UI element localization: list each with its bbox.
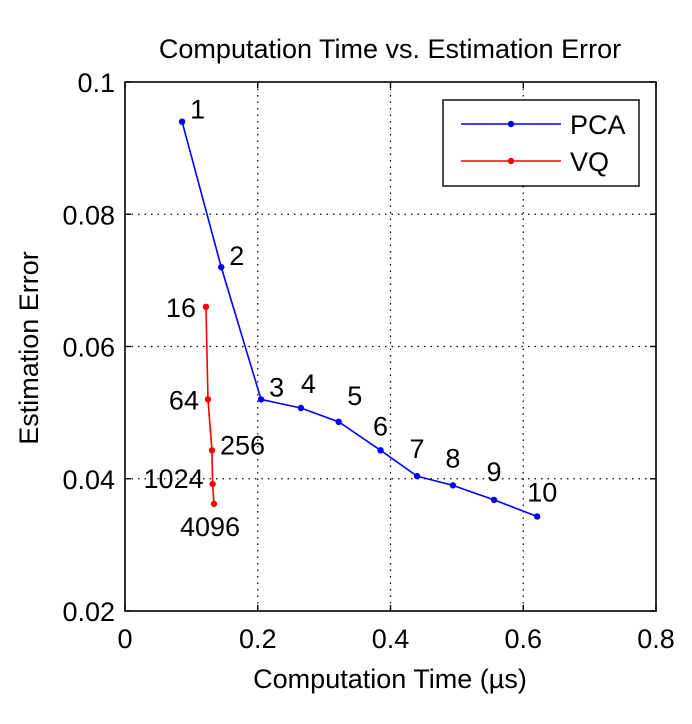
x-axis-label: Computation Time (µs) xyxy=(253,664,527,694)
data-point xyxy=(297,404,305,412)
chart-title: Computation Time vs. Estimation Error xyxy=(159,34,621,64)
legend: PCA VQ xyxy=(442,99,640,187)
data-point xyxy=(210,500,218,508)
legend-marker xyxy=(507,157,515,165)
data-point xyxy=(204,396,212,403)
series-pca: 1 2 3 4 567 8 9 10 xyxy=(178,95,557,520)
data-label: 2 xyxy=(229,241,244,271)
data-point xyxy=(257,396,265,403)
x-tick-label: 0 xyxy=(117,624,132,654)
x-tick-label: 0.6 xyxy=(504,624,542,654)
legend-label: VQ xyxy=(570,147,609,177)
data-label: 16 xyxy=(166,293,196,323)
y-tick-label: 0.08 xyxy=(62,200,115,230)
series-line-pca xyxy=(181,121,538,518)
y-tick-label: 0.06 xyxy=(62,333,115,363)
data-label: 1024 xyxy=(144,464,204,494)
data-label: 6 xyxy=(373,411,388,441)
data-point xyxy=(490,496,498,504)
data-point xyxy=(209,480,216,488)
data-label: 8 xyxy=(445,443,460,473)
y-axis-label: Estimation Error xyxy=(14,251,44,445)
data-label: 3 xyxy=(269,372,284,402)
data-point xyxy=(413,472,421,480)
data-label: 64 xyxy=(169,385,199,415)
data-label: 9 xyxy=(487,457,502,487)
x-tick-label: 0.4 xyxy=(372,624,410,654)
legend-marker xyxy=(507,120,515,128)
legend-label: PCA xyxy=(570,110,626,140)
data-point xyxy=(533,513,541,520)
data-label: 4 xyxy=(301,369,316,399)
data-label: 1 xyxy=(190,95,205,125)
data-point xyxy=(377,447,384,454)
data-label: 7 xyxy=(410,434,425,464)
legend-box xyxy=(442,99,640,187)
data-label: 4096 xyxy=(180,512,240,542)
y-tick-label: 0.04 xyxy=(62,465,115,495)
data-point xyxy=(178,118,186,125)
data-point xyxy=(218,263,225,271)
data-point xyxy=(449,482,457,489)
y-tick-label: 0.1 xyxy=(77,68,115,98)
x-tick-label: 0.2 xyxy=(239,624,277,654)
axis-ticks: 0 0.2 0.4 0.6 0.8 0.02 0.04 0.06 0.08 0.1 xyxy=(62,68,674,654)
data-point xyxy=(202,303,210,311)
data-label: 10 xyxy=(527,477,557,507)
series-layer: 1 2 3 4 567 8 9 10 16 64 256 1024 4096 xyxy=(144,95,558,542)
data-label: 5 xyxy=(347,381,362,411)
data-point xyxy=(335,418,342,426)
series-vq: 16 64 256 1024 4096 xyxy=(144,293,265,542)
data-point xyxy=(208,447,216,454)
data-label: 256 xyxy=(220,430,265,460)
series-line-vq xyxy=(205,306,215,504)
y-tick-label: 0.02 xyxy=(62,597,115,627)
x-tick-label: 0.8 xyxy=(637,624,675,654)
grid xyxy=(125,82,656,611)
